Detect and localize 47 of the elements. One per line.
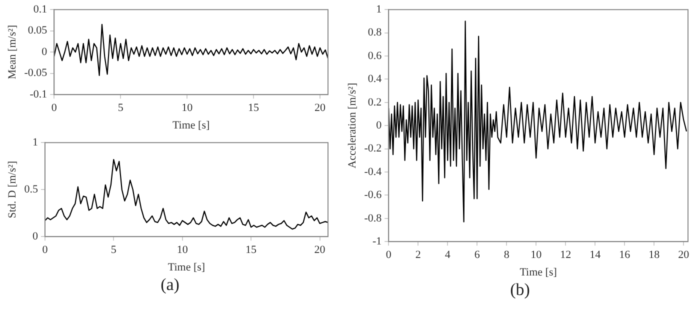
y-tick-label: 0.8 — [368, 26, 382, 39]
y-tick-label: 0.1 — [33, 3, 48, 16]
y-axis-title: Mean [m/s²] — [6, 24, 18, 80]
x-tick-label: 14 — [590, 249, 602, 262]
y-tick-label: -0.1 — [30, 88, 48, 100]
x-tick-label: 20 — [678, 249, 690, 262]
x-tick-label: 0 — [386, 249, 392, 262]
x-tick-label: 20 — [314, 244, 326, 256]
x-tick-label: 2 — [415, 249, 421, 262]
x-tick-label: 8 — [504, 249, 510, 262]
y-tick-label: 0.6 — [368, 50, 382, 62]
y-tick-label: -0.4 — [364, 166, 382, 178]
x-tick-label: 16 — [619, 249, 631, 262]
x-tick-label: 10 — [530, 249, 542, 262]
y-tick-label: 0 — [42, 46, 48, 58]
x-tick-label: 20 — [314, 102, 326, 114]
y-tick-label: 1 — [376, 3, 382, 16]
x-axis-title: Time [s] — [168, 261, 206, 274]
x-axis-title: Time [s] — [172, 119, 210, 132]
y-tick-label: -0.2 — [364, 142, 382, 155]
x-tick-label: 10 — [176, 244, 188, 256]
y-tick-label: 0.05 — [28, 24, 48, 37]
text: (a) — [160, 275, 180, 295]
text: (b) — [509, 280, 531, 300]
y-tick-label: -0.8 — [364, 212, 382, 224]
y-tick-label: 0.2 — [368, 96, 382, 108]
x-tick-label: 5 — [118, 102, 124, 114]
y-tick-label: -0.6 — [364, 189, 382, 202]
x-tick-label: 15 — [246, 244, 258, 256]
y-tick-label: 0.4 — [368, 73, 382, 86]
x-tick-label: 18 — [648, 249, 660, 262]
x-tick-label: 12 — [560, 249, 572, 262]
y-tick-label: 0 — [376, 119, 382, 132]
x-tick-label: 6 — [474, 249, 480, 262]
x-tick-label: 15 — [248, 102, 260, 114]
x-tick-label: 4 — [444, 249, 451, 262]
y-tick-label: 1 — [32, 136, 38, 148]
y-tick-label: -0.05 — [24, 67, 48, 80]
y-tick-label: 0.5 — [24, 183, 38, 196]
y-axis-title: Acceleration [m/s²] — [346, 82, 358, 168]
y-axis-title: Std. D [m/s²] — [6, 160, 18, 218]
x-axis-title: Time [s] — [520, 266, 557, 278]
x-tick-label: 0 — [51, 102, 58, 114]
x-tick-label: 5 — [110, 244, 117, 256]
y-tick-label: 0 — [32, 230, 38, 242]
x-tick-label: 10 — [182, 102, 194, 114]
y-tick-label: -1 — [372, 235, 382, 248]
